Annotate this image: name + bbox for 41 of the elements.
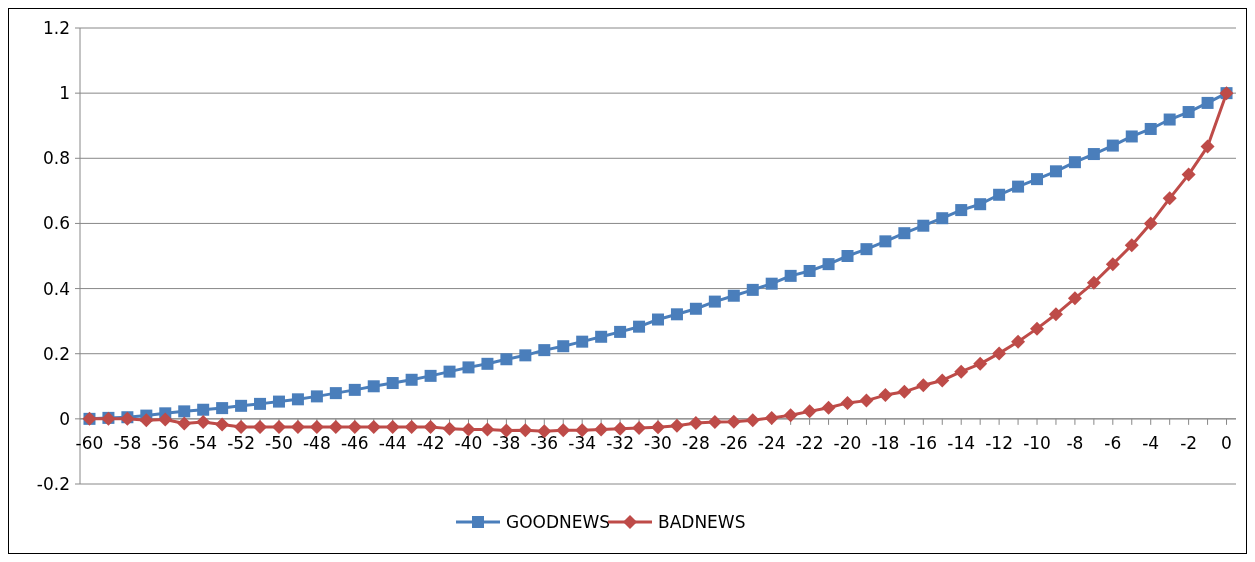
x-tick-label: -42 xyxy=(416,432,445,453)
x-tick-label: 0 xyxy=(1221,432,1232,453)
y-tick-label: -0.2 xyxy=(36,473,70,494)
y-tick-label: 0.2 xyxy=(42,343,70,364)
y-tick-label: 0.4 xyxy=(42,278,70,299)
x-tick-label: -46 xyxy=(340,432,369,453)
x-tick-label: -52 xyxy=(227,432,255,453)
x-tick-label: -30 xyxy=(644,432,672,453)
legend-label: GOODNEWS xyxy=(506,511,611,532)
x-tick-label: -48 xyxy=(302,432,331,453)
x-tick-label: -32 xyxy=(606,432,634,453)
x-tick-label: -8 xyxy=(1066,432,1084,453)
y-tick-label: 1 xyxy=(59,83,70,104)
x-tick-label: -38 xyxy=(492,432,521,453)
x-tick-label: -56 xyxy=(151,432,180,453)
y-tick-label: 0 xyxy=(59,408,70,429)
x-tick-label: -2 xyxy=(1180,432,1198,453)
legend-label: BADNEWS xyxy=(658,511,746,532)
x-tick-label: -40 xyxy=(454,432,483,453)
x-tick-label: -36 xyxy=(530,432,559,453)
y-tick-label: 0.6 xyxy=(42,213,70,234)
x-tick-label: -26 xyxy=(719,432,748,453)
x-tick-label: -4 xyxy=(1142,432,1160,453)
x-tick-label: -14 xyxy=(947,432,976,453)
x-tick-label: -58 xyxy=(113,432,142,453)
x-tick-label: -20 xyxy=(833,432,862,453)
x-tick-label: -10 xyxy=(1023,432,1051,453)
x-tick-label: -6 xyxy=(1104,432,1122,453)
x-tick-label: -60 xyxy=(75,432,104,453)
x-tick-label: -16 xyxy=(909,432,938,453)
x-tick-label: -12 xyxy=(985,432,1014,453)
x-tick-label: -54 xyxy=(189,432,218,453)
x-tick-label: -50 xyxy=(265,432,293,453)
x-tick-label: -18 xyxy=(871,432,900,453)
x-tick-label: -24 xyxy=(757,432,786,453)
x-tick-label: -34 xyxy=(568,432,597,453)
y-tick-label: 1.2 xyxy=(42,17,70,38)
x-tick-label: -22 xyxy=(795,432,824,453)
x-tick-label: -28 xyxy=(682,432,710,453)
x-tick-label: -44 xyxy=(378,432,407,453)
y-tick-label: 0.8 xyxy=(42,148,70,169)
